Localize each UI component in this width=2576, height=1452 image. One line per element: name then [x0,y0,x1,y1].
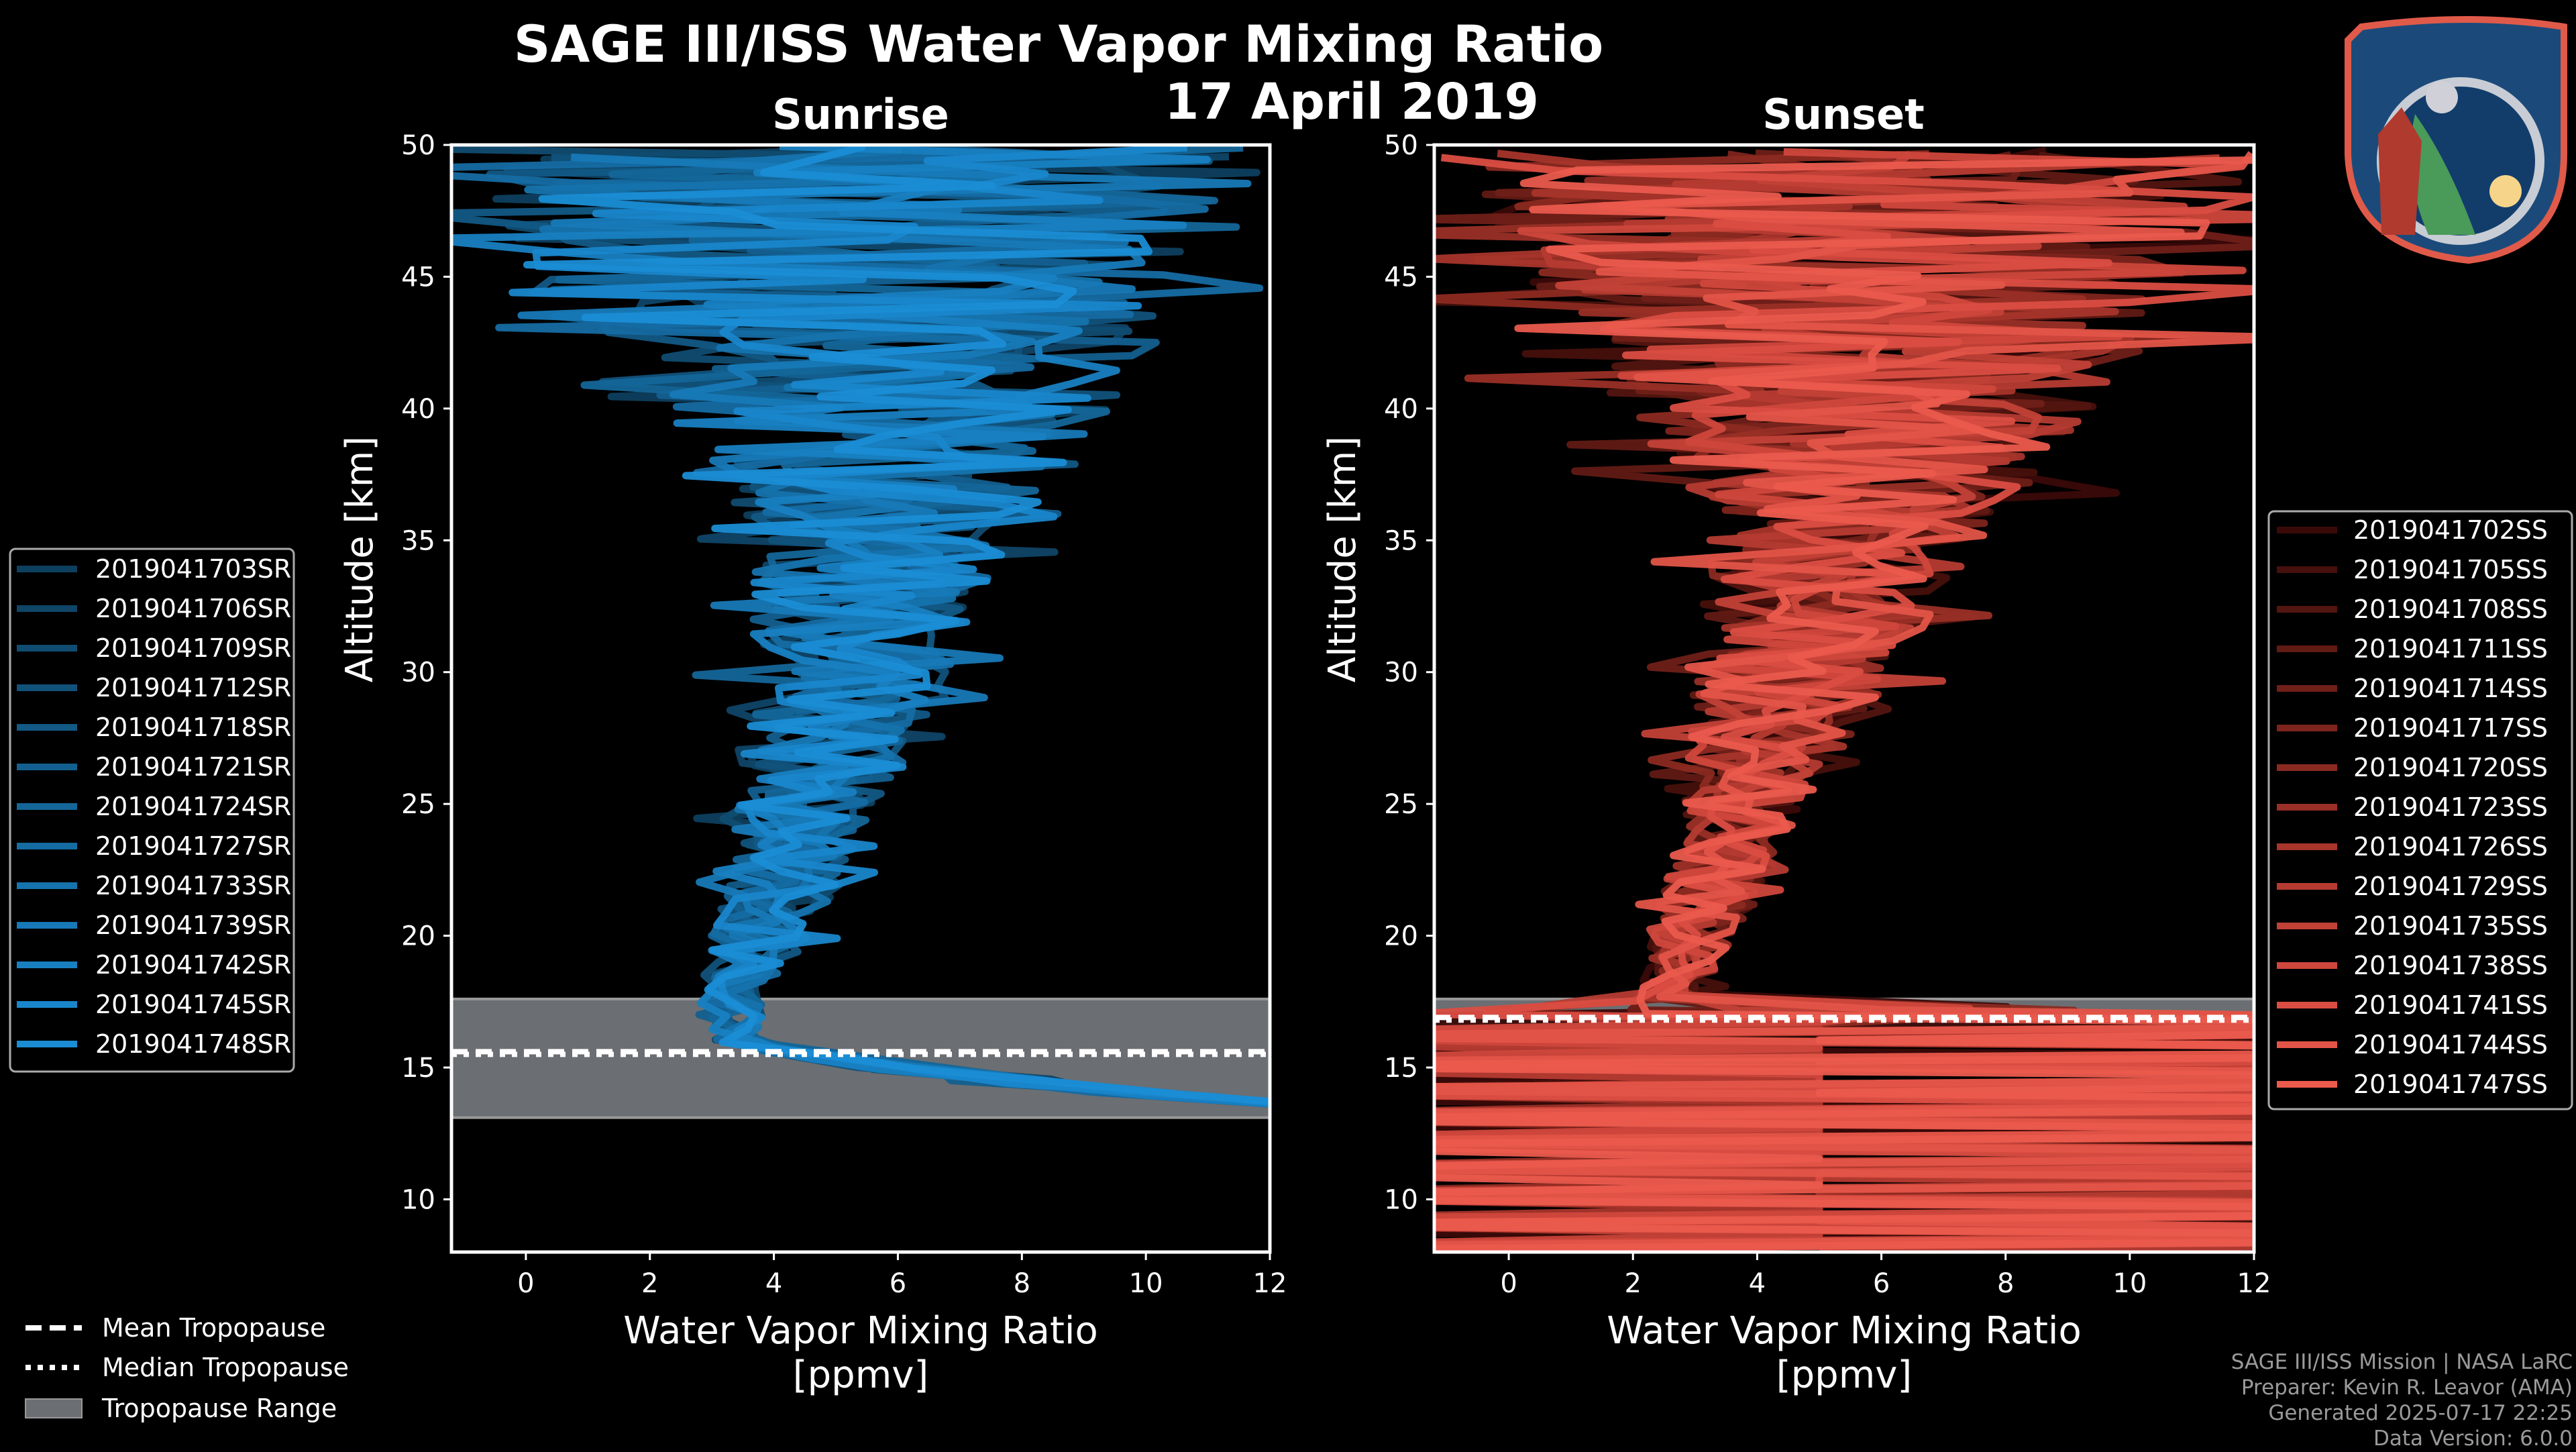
x-tick-label: 4 [765,1268,782,1299]
tropopause-range-swatch [25,1398,83,1418]
legend-label: 2019041735SS [2353,911,2548,941]
mean-tropopause-label: Mean Tropopause [102,1313,325,1343]
legend-label: 2019041720SS [2353,753,2548,782]
legend-label: 2019041744SS [2353,1030,2548,1059]
footer-credits: SAGE III/ISS Mission | NASA LaRC Prepare… [2231,1350,2573,1451]
x-tick-label: 10 [1129,1268,1163,1299]
y-tick-label: 35 [1384,525,1418,556]
y-tick-label: 45 [401,262,435,293]
x-tick-label: 12 [1253,1268,1287,1299]
legend-label: 2019041706SR [95,594,291,623]
y-tick-label: 15 [1384,1053,1418,1084]
legend-label: 2019041733SR [95,871,291,900]
plot-frame [1432,143,2256,1254]
legend-label: 2019041745SR [95,990,291,1019]
legend-label: 2019041739SR [95,911,291,940]
legend-label: 2019041714SS [2353,674,2548,703]
y-tick-label: 25 [1384,789,1418,820]
y-tick-label: 20 [401,921,435,952]
y-tick-label: 35 [401,525,435,556]
x-tick-label: 2 [1625,1268,1642,1299]
x-tick-label: 2 [641,1268,658,1299]
x-axis-label: Water Vapor Mixing Ratio [623,1309,1097,1353]
plot-frame [449,143,1272,1254]
legend-label: 2019041705SS [2353,555,2548,584]
legend-label: 2019041721SR [95,752,291,782]
legend-label: 2019041712SR [95,673,291,703]
sunrise-legend: 2019041703SR 2019041706SR 2019041709SR 2019… [9,548,295,1073]
legend-label: 2019041723SS [2353,792,2548,822]
date-label: 17 April 2019 [1165,73,1539,131]
legend-label: 2019041741SS [2353,990,2548,1020]
legend-label: 2019041724SR [95,792,291,821]
y-tick-label: 40 [401,394,435,425]
x-tick-label: 6 [890,1268,906,1299]
x-tick-label: 6 [1873,1268,1890,1299]
y-tick-label: 30 [401,658,435,688]
legend-label: 2019041718SR [95,713,291,742]
tropopause-range-label: Tropopause Range [101,1394,337,1423]
legend-label: 2019041717SS [2353,713,2548,743]
footer-line: Data Version: 6.0.0 [2373,1427,2573,1449]
sage-iii-iss-mission-logo [2345,16,2567,264]
figure-title: SAGE III/ISS Water Vapor Mixing Ratio [514,14,1604,74]
legend-label: 2019041709SR [95,633,291,663]
y-tick-label: 50 [1384,130,1418,161]
legend-label: 2019041727SR [95,831,291,861]
legend-label: 2019041708SS [2353,594,2548,624]
y-tick-label: 10 [401,1184,435,1215]
y-tick-label: 50 [401,130,435,161]
tropopause-legend: Mean Tropopause Median Tropopause Tropop… [25,1313,349,1423]
legend-label: 2019041748SR [95,1029,291,1059]
panel-title-sunrise: Sunrise [772,90,949,139]
x-axis-unit: [ppmv] [1776,1353,1912,1397]
profile-line-2019041744SS [1434,151,2254,1249]
footer-line: Generated 2025-07-17 22:25 [2268,1401,2573,1425]
y-axis-label: Altitude [km] [1321,436,1364,682]
y-axis-label: Altitude [km] [338,436,382,682]
legend-label: 2019041738SS [2353,951,2548,980]
x-axis-unit: [ppmv] [793,1353,928,1397]
x-tick-label: 8 [1997,1268,2014,1299]
y-tick-label: 25 [401,789,435,820]
legend-label: 2019041729SS [2353,872,2548,901]
y-tick-label: 45 [1384,262,1418,293]
footer-line: Preparer: Kevin R. Leavor (AMA) [2241,1376,2573,1400]
x-tick-label: 4 [1749,1268,1766,1299]
legend-label: 2019041726SS [2353,832,2548,862]
x-tick-label: 0 [517,1268,534,1299]
y-tick-label: 40 [1384,394,1418,425]
median-tropopause-label: Median Tropopause [102,1353,349,1382]
y-tick-label: 15 [401,1053,435,1084]
panel-title-sunset: Sunset [1762,90,1925,139]
legend-label: 2019041747SS [2353,1070,2548,1099]
footer-line: SAGE III/ISS Mission | NASA LaRC [2231,1350,2573,1374]
y-tick-label: 10 [1384,1184,1418,1215]
y-tick-label: 20 [1384,921,1418,952]
profile-line-2019041748SR [523,145,1270,1105]
sunrise-plot: 0 2 4 6 8 10 12 10 15 20 25 30 35 40 45 50 Water Vapor M… [338,130,1287,1397]
x-tick-label: 10 [2112,1268,2147,1299]
sunset-plot: 0 2 4 6 8 10 12 10 15 20 25 30 35 40 45 50 Water Vapor M… [1321,130,2271,1397]
y-tick-label: 30 [1384,658,1418,688]
legend-label: 2019041711SS [2353,634,2548,664]
x-axis-label: Water Vapor Mixing Ratio [1607,1309,2081,1353]
profile-line-2019041747SS [1434,156,2254,1252]
sunset-legend: 2019041702SS 2019041705SS 2019041708SS 2019… [2267,510,2573,1110]
x-tick-label: 8 [1014,1268,1030,1299]
x-tick-label: 0 [1500,1268,1517,1299]
legend-label: 2019041742SR [95,950,291,980]
x-tick-label: 12 [2237,1268,2271,1299]
legend-label: 2019041702SS [2353,515,2548,545]
legend-label: 2019041703SR [95,554,291,584]
